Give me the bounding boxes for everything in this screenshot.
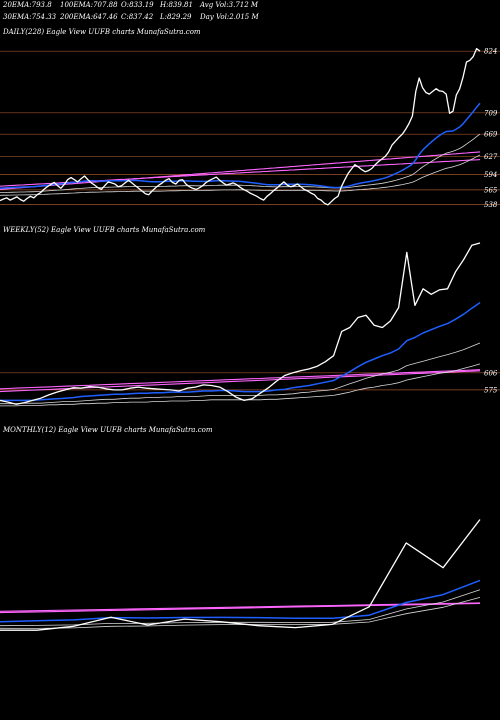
monthly-ema-short-line-1 [0,579,481,623]
monthly-support-line-4 [0,602,481,614]
weekly-ema-long-line-3 [0,363,481,407]
daily-level-label-3: 627 [484,153,498,161]
monthly-ema-long-line-3 [0,597,481,629]
stat-100ema: 100EMA:707.88 [60,1,118,9]
daily-ema-long-line-3 [0,154,481,196]
stat-low: L:829.29 [160,13,192,21]
stat-open: O:833.19 [121,1,154,9]
weekly-ema-short-line-1 [0,301,481,402]
daily-level-label-2: 669 [484,131,498,139]
weekly-ema-long-line-2 [0,342,481,405]
daily-ema-long-line-2 [0,133,481,193]
daily-level-label-4: 594 [484,171,497,179]
daily-ema-short-line-1 [0,102,481,190]
daily-price-line-0 [0,47,481,206]
weekly-support-line-5 [0,369,481,390]
monthly-support-line-5 [0,602,481,612]
stat-200ema: 200EMA:647.46 [60,13,118,21]
stat-20ema: 20EMA:793.8 [3,1,52,9]
monthly-price-line-0 [0,519,481,631]
daily-level-label-5: 565 [484,186,498,194]
weekly-price-line-0 [0,242,481,405]
weekly-chart-title: WEEKLY(52) Eagle View UUFB charts Munafa… [3,226,206,234]
stat-30ema: 30EMA:754.33 [3,13,57,21]
weekly-level-label-1: 575 [484,386,498,394]
daily-support-line-4 [0,151,481,190]
stat-day-vol: Day Vol:2.015 M [200,13,259,21]
daily-level-label-1: 709 [484,109,498,117]
stat-close: C:837.42 [121,13,154,21]
stat-high: H:839.81 [160,1,193,9]
daily-level-label-6: 538 [484,201,498,209]
daily-level-label-0: 824 [484,48,497,56]
weekly-level-label-0: 606 [484,369,498,377]
monthly-chart-title: MONTHLY(12) Eagle View UUFB charts Munaf… [3,426,213,434]
daily-chart-title: DAILY(228) Eagle View UUFB charts Munafa… [3,28,201,36]
stat-avg-vol: Avg Vol:3.712 M [200,1,259,9]
